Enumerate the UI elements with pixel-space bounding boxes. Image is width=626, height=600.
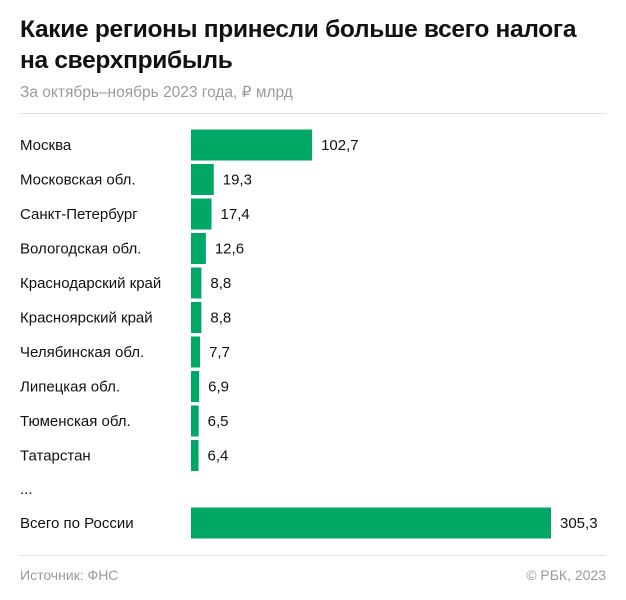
category-label: Красноярский край [20, 310, 153, 327]
category-bar [191, 371, 200, 402]
category-bar [191, 336, 201, 368]
category-label: Вологодская обл. [20, 241, 141, 258]
category-label: Москва [20, 137, 72, 154]
category-value-label: 8,8 [210, 310, 231, 327]
category-bar [191, 233, 206, 264]
category-label: Тюменская обл. [20, 413, 131, 430]
category-value-label: 6,9 [208, 379, 229, 396]
copyright: © РБК, 2023 [526, 567, 606, 583]
category-bar [191, 129, 313, 161]
category-value-label: 17,4 [221, 206, 250, 223]
category-value-label: 102,7 [321, 137, 359, 154]
category-bar [191, 198, 212, 230]
chart-subtitle: За октябрь–ноябрь 2023 года, ₽ млрд [20, 84, 293, 101]
category-label: Московская обл. [20, 172, 136, 189]
category-label: Санкт-Петербург [20, 206, 138, 223]
category-value-label: 8,8 [210, 275, 231, 292]
category-value-label: 19,3 [223, 172, 252, 189]
category-bar [191, 164, 214, 195]
category-bar [191, 440, 199, 471]
category-value-label: 12,6 [215, 241, 244, 258]
category-value-label: 6,4 [208, 448, 229, 465]
category-label: Краснодарский край [20, 275, 161, 292]
category-bar [191, 405, 199, 437]
bottom-divider [20, 555, 606, 556]
top-divider [20, 113, 606, 114]
category-label: Челябинская обл. [20, 344, 144, 361]
category-bar [191, 302, 202, 333]
total-label: Всего по России [20, 515, 134, 532]
total-bar [191, 507, 551, 539]
category-bar [191, 267, 202, 299]
category-value-label: 6,5 [208, 413, 229, 430]
category-label: Татарстан [20, 448, 91, 465]
category-label: Липецкая обл. [20, 379, 120, 396]
ellipsis-label: ... [20, 481, 33, 498]
chart-title: Какие регионы принесли больше всего нало… [20, 16, 577, 74]
category-value-label: 7,7 [209, 344, 230, 361]
total-value-label: 305,3 [560, 515, 598, 532]
source-note: Источник: ФНС [20, 567, 119, 583]
